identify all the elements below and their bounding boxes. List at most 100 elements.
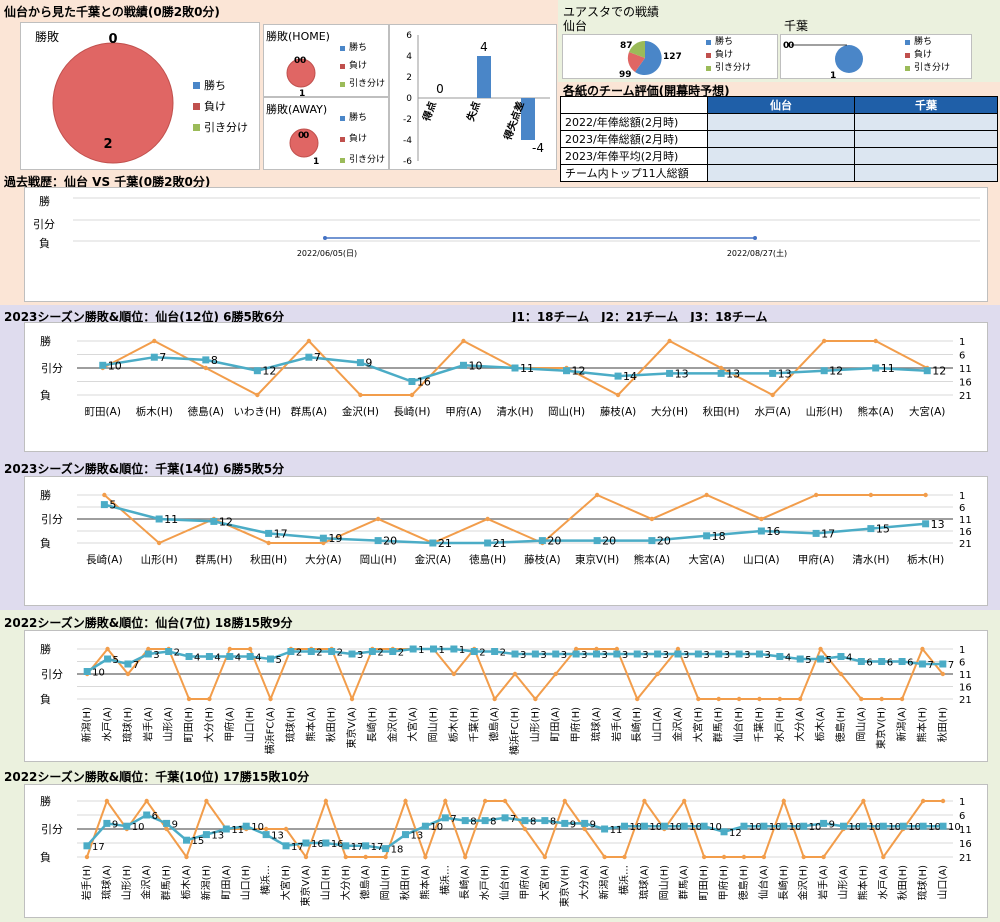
result-point <box>716 696 721 702</box>
rank-label: 10 <box>749 822 762 833</box>
rank-label: 12 <box>219 515 233 528</box>
category-label: 東京V(H) <box>875 707 888 749</box>
rank-point <box>563 367 571 375</box>
rank-point <box>776 653 784 660</box>
rank-point <box>720 828 728 836</box>
rank-point <box>740 822 748 830</box>
rank-point <box>226 653 234 660</box>
result-point <box>741 854 747 860</box>
rank-point <box>163 819 171 827</box>
rank-point <box>461 817 469 825</box>
y-label-win: 勝 <box>40 794 51 808</box>
result-point <box>104 798 110 804</box>
category-label: 清水(H) <box>496 405 533 418</box>
chiba-pie-draw-label: 0 <box>788 41 794 51</box>
legend-loss: 負け <box>204 100 226 113</box>
result-point <box>461 338 466 344</box>
result-point <box>303 854 309 860</box>
result-point <box>920 798 926 804</box>
rank-label: 10 <box>908 822 921 833</box>
category-label: 秋田(H) <box>703 405 740 418</box>
away-pie-title: 勝敗(AWAY) <box>266 103 328 116</box>
eval-row-label: 2023/年俸総額(2月時) <box>560 130 708 148</box>
home-pie: 0 0 1 <box>286 56 316 98</box>
rank-point <box>572 650 580 658</box>
category-label: 琉球(A) <box>637 865 650 900</box>
rank-point <box>593 537 601 545</box>
category-label: 山形(H) <box>806 406 843 418</box>
rank-point <box>402 831 409 839</box>
y-label-draw: 引分 <box>41 361 63 375</box>
category-label: 町田(A) <box>551 707 562 742</box>
chart-title: 2022シーズン勝敗&順位：千葉(10位) 17勝15敗10分 <box>4 770 310 784</box>
y-label-loss: 負 <box>40 537 51 550</box>
main-pie-legend: 勝ち 負け 引き分け <box>193 75 248 138</box>
category-label: 藤枝(A) <box>600 405 636 418</box>
rank-point <box>666 369 674 377</box>
rank-tick: 1 <box>959 645 965 656</box>
rank-tick: 6 <box>959 658 965 669</box>
away-pie: 0 0 1 <box>289 128 319 167</box>
category-label: 山口(H) <box>320 865 332 900</box>
result-point <box>615 392 621 398</box>
sendai-pie-win-label: 127 <box>663 52 682 62</box>
yuasuta-sendai-label: 仙台 <box>563 19 588 33</box>
rank-point <box>246 653 254 660</box>
y-label-loss: 負 <box>40 851 51 864</box>
home-pie-top-label: 0 <box>294 56 300 66</box>
category-label: 群馬(A) <box>677 865 690 900</box>
rank-label: 10 <box>928 822 941 833</box>
category-label: 金沢(A) <box>140 865 153 900</box>
rank-label: 6 <box>887 658 893 669</box>
result-point <box>721 854 727 860</box>
category-label: 横浜FC(A) <box>264 707 277 754</box>
category-label: 岡山(H) <box>380 865 392 900</box>
rank-label: 19 <box>328 532 342 545</box>
history-y-win: 勝 <box>39 194 50 208</box>
rank-label: 18 <box>712 530 726 543</box>
category-label: 岩手(H) <box>80 865 93 900</box>
category-label: 長崎(H) <box>365 707 378 742</box>
rank-point <box>123 822 131 830</box>
rank-point <box>441 814 449 822</box>
rank-point <box>531 650 539 658</box>
rank-tick: 21 <box>959 695 972 706</box>
main-pie-panel: 勝敗 0 2 勝ち 負け 引き分け <box>20 22 260 170</box>
rank-tick: 21 <box>959 853 972 864</box>
result-point <box>204 798 209 804</box>
result-point <box>594 646 599 652</box>
eval-row-label: 2022/年俸総額(2月時) <box>560 113 708 131</box>
legend-draw: 引き分け <box>204 121 248 134</box>
rank-label: 20 <box>602 535 616 548</box>
result-point <box>84 854 90 860</box>
rank-label: 10 <box>769 822 782 833</box>
main-pie-losses-label: 2 <box>103 137 112 152</box>
goal-tick: 4 <box>406 52 412 62</box>
rank-label: 10 <box>789 822 802 833</box>
category-label: 徳島(H) <box>737 865 750 900</box>
category-label: 甲府(A) <box>223 707 236 742</box>
result-point <box>821 854 826 860</box>
legend-draw: 引き分け <box>349 79 386 89</box>
rank-point <box>409 645 417 653</box>
category-label: 仙台(A) <box>757 865 770 900</box>
result-point <box>268 696 273 702</box>
home-pie-title: 勝敗(HOME) <box>266 30 330 43</box>
goal-tick: 6 <box>406 31 412 41</box>
yuasuta-sendai-panel: 87 127 99 勝ち 負け 引き分け <box>562 34 778 80</box>
rank-label: 16 <box>417 376 431 389</box>
rank-point <box>421 822 429 830</box>
category-label: 仙台(H) <box>498 865 511 900</box>
rank-label: 17 <box>371 842 384 853</box>
rank-label: 10 <box>108 359 122 372</box>
result-point <box>156 540 162 546</box>
rank-label: 4 <box>255 653 261 664</box>
rank-point <box>703 532 711 540</box>
rank-point <box>601 825 609 833</box>
rank-label: 3 <box>642 650 648 661</box>
rank-label: 13 <box>271 831 284 842</box>
rank-label: 3 <box>663 650 669 661</box>
result-point <box>358 392 363 398</box>
category-label: 大宮(H) <box>279 865 292 900</box>
head-to-head-title: 仙台から見た千葉との戦績(0勝2敗0分) <box>4 5 220 19</box>
